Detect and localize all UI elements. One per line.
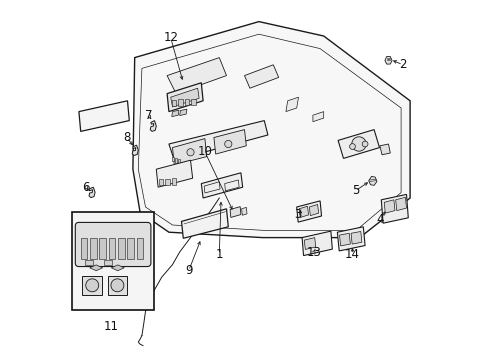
Text: 14: 14 [345,248,359,261]
Polygon shape [285,97,298,112]
Text: 6: 6 [82,181,90,194]
Polygon shape [230,207,241,217]
Polygon shape [168,121,267,160]
Text: 2: 2 [398,58,406,71]
Bar [104,260,112,265]
Text: 7: 7 [145,109,153,122]
Polygon shape [133,22,409,238]
Polygon shape [111,265,124,271]
Polygon shape [395,197,406,211]
Polygon shape [89,187,95,198]
Polygon shape [82,276,102,295]
Bar [90,238,96,259]
Polygon shape [302,231,332,256]
Text: 13: 13 [306,246,321,258]
Bar [178,99,182,106]
Polygon shape [244,65,278,88]
Text: 4: 4 [376,213,384,226]
Text: 3: 3 [293,208,301,221]
Bar [99,238,106,259]
Polygon shape [167,83,203,112]
Polygon shape [296,201,321,222]
Polygon shape [156,160,192,187]
Bar [108,238,115,259]
Bar [177,159,179,164]
Polygon shape [339,233,349,246]
Polygon shape [201,173,242,198]
Text: 12: 12 [163,31,178,44]
Polygon shape [368,176,376,185]
Circle shape [186,149,194,156]
Polygon shape [179,109,186,116]
Polygon shape [337,130,379,158]
Text: 11: 11 [103,320,119,333]
Bar [127,238,134,259]
Bar [85,260,93,265]
Polygon shape [241,207,246,215]
Bar [171,178,176,185]
Text: 8: 8 [123,131,130,144]
Polygon shape [150,121,156,131]
Bar [171,100,176,106]
Polygon shape [299,206,308,217]
Polygon shape [381,194,407,223]
Polygon shape [89,265,102,271]
Bar [137,238,143,259]
Bar [118,238,124,259]
Bar [171,157,174,161]
Polygon shape [181,209,228,238]
Circle shape [111,279,123,292]
Polygon shape [171,110,179,117]
Polygon shape [167,58,226,94]
Text: 10: 10 [197,145,212,158]
Circle shape [362,141,367,147]
Bar [81,238,87,259]
Bar [191,99,195,105]
Text: 1: 1 [215,248,223,261]
Polygon shape [213,130,246,154]
Circle shape [224,140,231,148]
Polygon shape [170,88,199,107]
Circle shape [351,137,366,151]
Text: 9: 9 [184,264,192,277]
FancyBboxPatch shape [75,222,151,266]
Polygon shape [309,204,318,216]
Bar [159,179,163,185]
Bar [165,179,169,185]
Polygon shape [107,276,127,295]
Polygon shape [379,144,389,155]
Bar [174,158,177,163]
Circle shape [85,279,99,292]
Bar [72,212,154,310]
Polygon shape [304,238,315,249]
Polygon shape [384,200,394,213]
Circle shape [349,144,355,149]
Polygon shape [172,139,206,165]
Polygon shape [384,57,391,64]
Bar [184,99,189,105]
Polygon shape [132,145,138,156]
Polygon shape [312,112,323,122]
Polygon shape [79,101,129,131]
Polygon shape [337,227,365,251]
Text: 5: 5 [351,184,358,197]
Polygon shape [350,231,361,244]
